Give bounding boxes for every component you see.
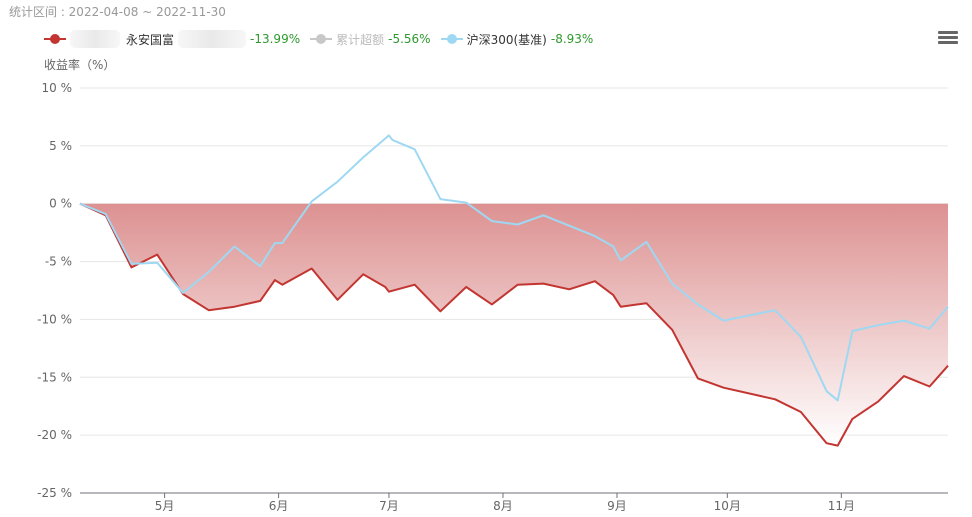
legend-benchmark-name: 沪深300(基准) [466,32,547,47]
x-tick-label: 6月 [269,499,289,513]
x-tick-label: 5月 [155,499,175,513]
x-tick-label: 8月 [493,499,513,513]
fund-legend-marker [44,33,66,45]
y-tick-label: 10 % [42,81,73,95]
x-tick-label: 11月 [828,499,855,513]
series-lines [79,134,949,447]
legend-item-benchmark[interactable]: 沪深300(基准) -8.93% [440,31,594,48]
legend-item-fund[interactable]: 永安国富 -13.99% [44,30,300,48]
x-tick-label: 9月 [607,499,627,513]
legend-excess-value: -5.56% [388,32,431,46]
area-fills [80,203,948,446]
redacted-text [70,30,120,48]
legend-fund-value: -13.99% [250,32,301,46]
x-tick-label: 7月 [379,499,399,513]
menu-icon[interactable] [938,31,958,47]
y-tick-label: -5 % [45,255,72,269]
y-axis-title: 收益率（%） [44,58,116,72]
legend-fund-name: 永安国富 [126,32,175,47]
y-tick-label: 0 % [49,197,72,211]
series-area-fund [80,203,948,446]
series-line-fund [79,202,949,447]
chart-legend: 永安国富 -13.99% 累计超额 -5.56% 沪深300(基准) -8.93… [44,30,603,48]
y-tick-label: -20 % [37,428,72,442]
period-label: 统计区间 : 2022-04-08 ~ 2022-11-30 [9,5,226,19]
legend-excess-name: 累计超额 [336,32,385,47]
legend-benchmark-value: -8.93% [550,32,594,46]
y-tick-label: -10 % [37,312,72,326]
series-line-benchmark [79,134,949,402]
legend-item-excess[interactable]: 累计超额 -5.56% [310,31,431,48]
x-tick-label: 10月 [714,499,741,513]
benchmark-legend-marker [440,33,463,45]
axes: 10 % 5 % 0 % -5 % -10 % -15 % -20 % -25 % 5月 6月 7月… [37,81,948,513]
y-tick-label: -15 % [37,370,72,384]
y-tick-label: -25 % [37,486,72,500]
y-tick-label: 5 % [49,139,72,153]
excess-legend-marker [310,33,333,45]
redacted-text [178,30,247,48]
